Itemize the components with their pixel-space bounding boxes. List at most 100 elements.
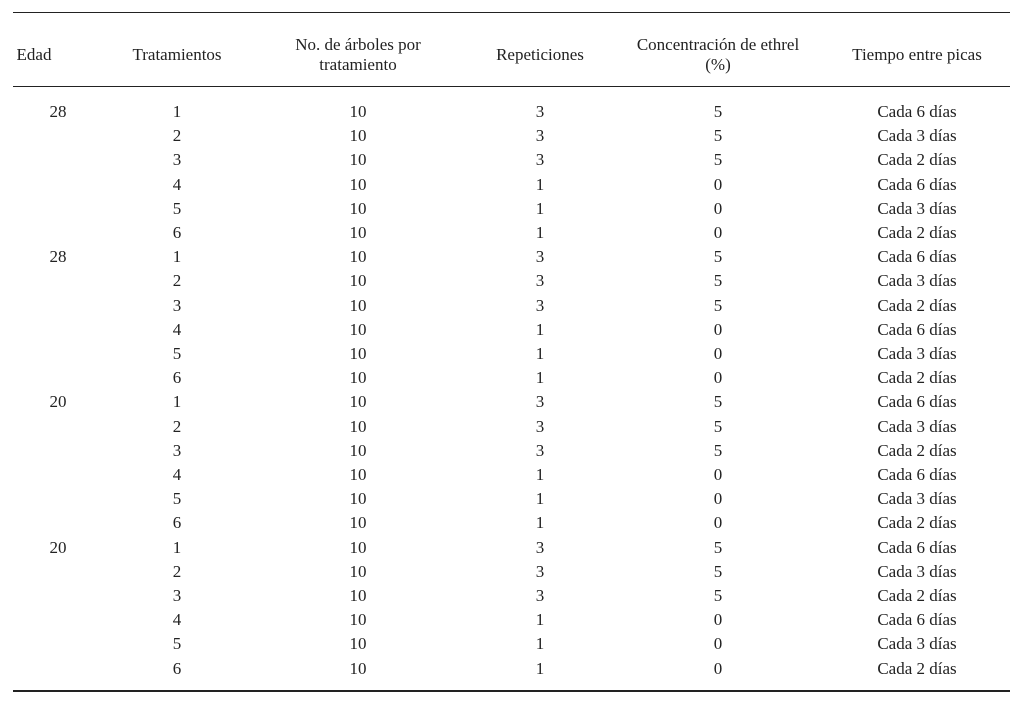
cell-tratamientos: 5 bbox=[172, 198, 182, 218]
cell-concentracion: 5 bbox=[713, 537, 723, 557]
cell-tratamientos: 4 bbox=[172, 174, 182, 194]
cell-tratamientos: 1 bbox=[172, 102, 182, 121]
table-row: 4 10 1 0 Cada 6 días bbox=[0, 608, 1024, 632]
cell-tiempo: Cada 3 días bbox=[877, 561, 957, 581]
cell-repeticiones: 3 bbox=[535, 586, 545, 605]
cell-edad: 20 bbox=[49, 392, 67, 412]
cell-tiempo: Cada 3 días bbox=[877, 489, 957, 509]
table-row: 3 10 3 5 Cada 2 días bbox=[0, 148, 1024, 172]
column-header-text: Edad bbox=[16, 45, 52, 64]
table-row: 6 10 1 0 Cada 2 días bbox=[0, 366, 1024, 390]
column-header-text: Tratamientos bbox=[132, 45, 222, 64]
cell-concentracion: 0 bbox=[713, 174, 723, 194]
cell-tiempo: Cada 6 días bbox=[877, 102, 957, 121]
table-row: 5 10 1 0 Cada 3 días bbox=[0, 342, 1024, 366]
table-row: 2 10 3 5 Cada 3 días bbox=[0, 415, 1024, 439]
cell-repeticiones: 1 bbox=[535, 658, 545, 678]
cell-concentracion: 5 bbox=[713, 126, 723, 146]
table-bottom-rule bbox=[13, 690, 1010, 692]
cell-concentracion: 5 bbox=[713, 295, 723, 315]
cell-repeticiones: 3 bbox=[535, 271, 545, 291]
table-row: 2 10 3 5 Cada 3 días bbox=[0, 560, 1024, 584]
column-header-repeticiones: Repeticiones bbox=[496, 30, 584, 80]
cell-repeticiones: 1 bbox=[535, 344, 545, 363]
table-row: 6 10 1 0 Cada 2 días bbox=[0, 657, 1024, 681]
cell-concentracion: 5 bbox=[713, 271, 723, 291]
table-row: 4 10 1 0 Cada 6 días bbox=[0, 173, 1024, 197]
cell-tratamientos: 4 bbox=[172, 610, 182, 630]
cell-arboles: 10 bbox=[349, 610, 367, 630]
cell-repeticiones: 1 bbox=[535, 223, 545, 242]
cell-tratamientos: 3 bbox=[172, 150, 182, 170]
cell-tiempo: Cada 2 días bbox=[877, 150, 957, 170]
cell-repeticiones: 3 bbox=[535, 295, 545, 315]
cell-tiempo: Cada 6 días bbox=[877, 174, 957, 194]
table-row: 20 1 10 3 5 Cada 6 días bbox=[0, 390, 1024, 414]
cell-repeticiones: 1 bbox=[535, 319, 545, 339]
cell-concentracion: 5 bbox=[713, 247, 723, 267]
cell-repeticiones: 1 bbox=[535, 489, 545, 509]
cell-tiempo: Cada 6 días bbox=[877, 392, 957, 412]
cell-tratamientos: 5 bbox=[172, 489, 182, 509]
cell-tiempo: Cada 3 días bbox=[877, 198, 957, 218]
column-header-tratamientos: Tratamientos bbox=[132, 30, 221, 80]
cell-repeticiones: 3 bbox=[535, 150, 545, 170]
cell-tiempo: Cada 6 días bbox=[877, 465, 957, 484]
column-header-tiempo: Tiempo entre picas bbox=[852, 30, 982, 80]
cell-repeticiones: 3 bbox=[535, 392, 545, 412]
cell-tiempo: Cada 6 días bbox=[877, 537, 957, 557]
cell-tiempo: Cada 6 días bbox=[877, 247, 957, 267]
cell-arboles: 10 bbox=[349, 150, 367, 170]
cell-arboles: 10 bbox=[349, 102, 367, 121]
cell-concentracion: 0 bbox=[713, 198, 723, 218]
cell-arboles: 10 bbox=[349, 489, 367, 509]
cell-concentracion: 0 bbox=[713, 465, 723, 484]
cell-edad: 20 bbox=[49, 537, 67, 557]
header-bottom-rule bbox=[13, 86, 1010, 87]
cell-tratamientos: 1 bbox=[172, 537, 182, 557]
cell-concentracion: 0 bbox=[713, 489, 723, 509]
cell-arboles: 10 bbox=[349, 392, 367, 412]
cell-concentracion: 5 bbox=[713, 586, 723, 605]
cell-tratamientos: 3 bbox=[172, 586, 182, 605]
cell-tratamientos: 1 bbox=[172, 247, 182, 267]
cell-arboles: 10 bbox=[349, 295, 367, 315]
cell-tiempo: Cada 3 días bbox=[877, 271, 957, 291]
column-header-text: Repeticiones bbox=[496, 45, 584, 64]
cell-tratamientos: 2 bbox=[172, 416, 182, 436]
cell-tiempo: Cada 3 días bbox=[877, 344, 957, 363]
cell-repeticiones: 3 bbox=[535, 561, 545, 581]
cell-edad: 28 bbox=[49, 102, 67, 121]
cell-repeticiones: 1 bbox=[535, 513, 545, 533]
cell-arboles: 10 bbox=[349, 126, 367, 146]
cell-arboles: 10 bbox=[349, 634, 367, 654]
cell-tratamientos: 4 bbox=[172, 319, 182, 339]
table-row: 28 1 10 3 5 Cada 6 días bbox=[0, 100, 1024, 124]
cell-tratamientos: 5 bbox=[172, 344, 182, 363]
table-row: 3 10 3 5 Cada 2 días bbox=[0, 294, 1024, 318]
cell-tiempo: Cada 2 días bbox=[877, 440, 957, 460]
cell-repeticiones: 1 bbox=[535, 174, 545, 194]
cell-concentracion: 5 bbox=[713, 440, 723, 460]
cell-arboles: 10 bbox=[349, 586, 367, 605]
cell-tratamientos: 3 bbox=[172, 440, 182, 460]
cell-concentracion: 0 bbox=[713, 634, 723, 654]
column-header-arboles: No. de árboles por tratamiento bbox=[295, 30, 421, 80]
cell-concentracion: 5 bbox=[713, 392, 723, 412]
cell-tiempo: Cada 2 días bbox=[877, 295, 957, 315]
cell-tratamientos: 2 bbox=[172, 561, 182, 581]
cell-repeticiones: 3 bbox=[535, 102, 545, 121]
cell-tratamientos: 6 bbox=[172, 658, 182, 678]
cell-arboles: 10 bbox=[349, 368, 367, 388]
cell-tratamientos: 3 bbox=[172, 295, 182, 315]
cell-concentracion: 0 bbox=[713, 223, 723, 242]
cell-concentracion: 0 bbox=[713, 513, 723, 533]
column-header-text: No. de árboles por bbox=[295, 35, 421, 54]
cell-tratamientos: 4 bbox=[172, 465, 182, 484]
table-row: 2 10 3 5 Cada 3 días bbox=[0, 124, 1024, 148]
cell-tiempo: Cada 6 días bbox=[877, 319, 957, 339]
cell-tratamientos: 6 bbox=[172, 513, 182, 533]
cell-tiempo: Cada 6 días bbox=[877, 610, 957, 630]
cell-tiempo: Cada 2 días bbox=[877, 658, 957, 678]
cell-arboles: 10 bbox=[349, 223, 367, 242]
